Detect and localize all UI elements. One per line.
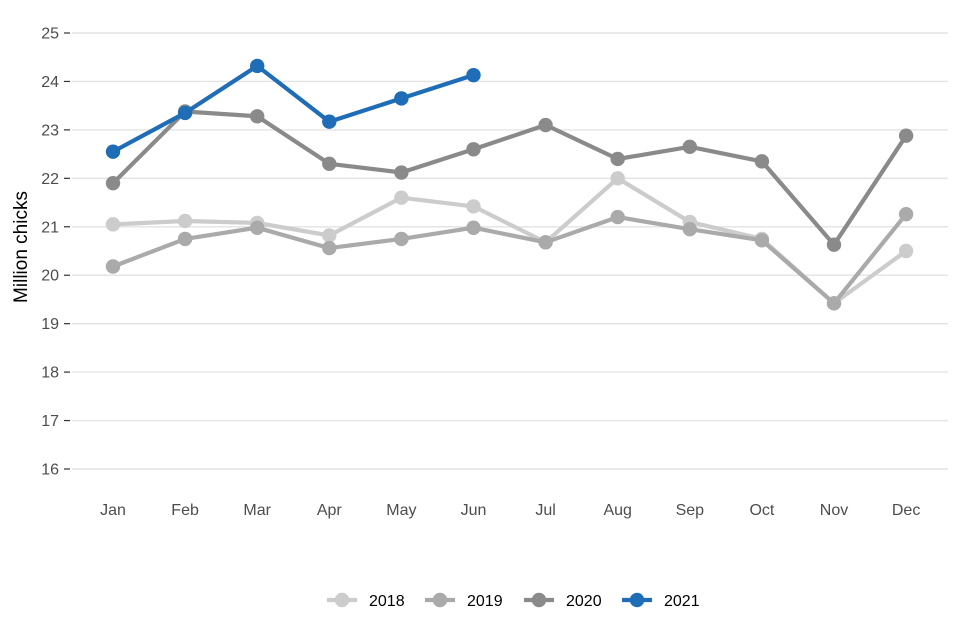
series-line-2018 [110, 176, 909, 306]
data-point-2019 [250, 220, 265, 235]
legend-item-2018: 2018 [327, 592, 405, 610]
x-axis: Jan Feb Mar Apr May Jun Jul Aug Sep Oct Nov Dec [100, 502, 920, 519]
legend-label-2021: 2021 [664, 593, 700, 610]
data-point-2019 [177, 231, 193, 247]
legend-marker-2019 [432, 592, 448, 608]
legend-label-2020: 2020 [566, 593, 602, 610]
data-point-2020 [898, 128, 914, 143]
data-point-2021 [177, 105, 193, 121]
data-point-2020 [250, 109, 265, 124]
data-point-2020 [322, 156, 337, 171]
x-tick-label: Apr [317, 502, 343, 519]
y-axis: 16 17 18 19 20 21 22 23 24 25 [41, 26, 70, 479]
x-tick-label: Dec [892, 502, 920, 519]
series-line-2019 [110, 212, 909, 306]
data-point-2021 [250, 58, 265, 74]
data-point-2020 [466, 142, 481, 157]
data-point-2020 [610, 151, 625, 167]
data-point-2020 [105, 175, 121, 191]
data-point-2019 [538, 235, 553, 250]
y-tick-label: 17 [41, 413, 59, 430]
series-2021 [105, 58, 481, 159]
data-point-2019 [466, 220, 481, 235]
series-group [105, 58, 914, 311]
data-point-2019 [610, 209, 625, 225]
gridlines [72, 32, 948, 470]
y-tick-label: 23 [41, 122, 59, 139]
y-tick-label: 18 [41, 365, 59, 382]
data-point-2019 [826, 296, 842, 311]
data-point-2020 [682, 139, 697, 155]
data-point-2019 [898, 206, 914, 222]
data-point-2021 [322, 114, 337, 129]
legend-marker-2021 [629, 592, 645, 608]
data-point-2020 [394, 165, 409, 180]
legend-item-2019: 2019 [425, 592, 503, 610]
series-line-2021 [110, 63, 476, 154]
y-tick-label: 21 [41, 219, 59, 236]
series-2018 [105, 171, 914, 311]
x-tick-label: Jul [535, 502, 555, 519]
y-tick-label: 24 [41, 74, 59, 91]
y-tick-label: 20 [41, 268, 59, 285]
data-point-2020 [538, 117, 553, 133]
data-point-2018 [610, 171, 625, 186]
x-tick-label: Feb [171, 502, 199, 519]
x-tick-label: Mar [243, 502, 271, 519]
legend-label-2019: 2019 [467, 593, 503, 610]
series-2019 [105, 206, 914, 311]
y-axis-title: Million chicks [11, 191, 32, 303]
data-point-2018 [394, 190, 409, 205]
x-tick-label: Oct [749, 502, 774, 519]
data-point-2020 [826, 237, 842, 252]
data-point-2021 [394, 91, 409, 106]
x-tick-label: Nov [820, 502, 848, 519]
data-point-2019 [394, 231, 409, 247]
series-2020 [105, 104, 914, 252]
data-point-2020 [754, 154, 770, 169]
x-tick-label: Jun [461, 502, 487, 519]
legend-item-2021: 2021 [622, 592, 700, 610]
data-point-2019 [682, 222, 697, 237]
legend-item-2020: 2020 [524, 592, 602, 610]
series-line-2020 [110, 109, 909, 247]
data-point-2021 [466, 67, 481, 83]
x-tick-label: Sep [676, 502, 705, 519]
x-tick-label: Jan [100, 502, 126, 519]
data-point-2019 [754, 233, 770, 248]
data-point-2018 [466, 199, 481, 214]
data-point-2021 [105, 144, 121, 159]
x-tick-label: Aug [603, 502, 631, 519]
legend-marker-2018 [334, 592, 350, 608]
data-point-2018 [898, 243, 914, 259]
data-point-2019 [105, 259, 121, 274]
data-point-2018 [322, 228, 337, 243]
data-point-2018 [105, 217, 121, 232]
y-tick-label: 19 [41, 316, 59, 333]
y-tick-label: 16 [41, 462, 59, 479]
y-tick-label: 22 [41, 171, 59, 188]
x-tick-label: May [386, 502, 416, 519]
data-point-2018 [177, 213, 193, 229]
y-tick-label: 25 [41, 26, 59, 43]
data-point-2019 [322, 240, 337, 256]
legend-marker-2020 [531, 592, 547, 608]
legend: 2018 2019 2020 2021 [327, 592, 700, 610]
legend-label-2018: 2018 [369, 593, 405, 610]
